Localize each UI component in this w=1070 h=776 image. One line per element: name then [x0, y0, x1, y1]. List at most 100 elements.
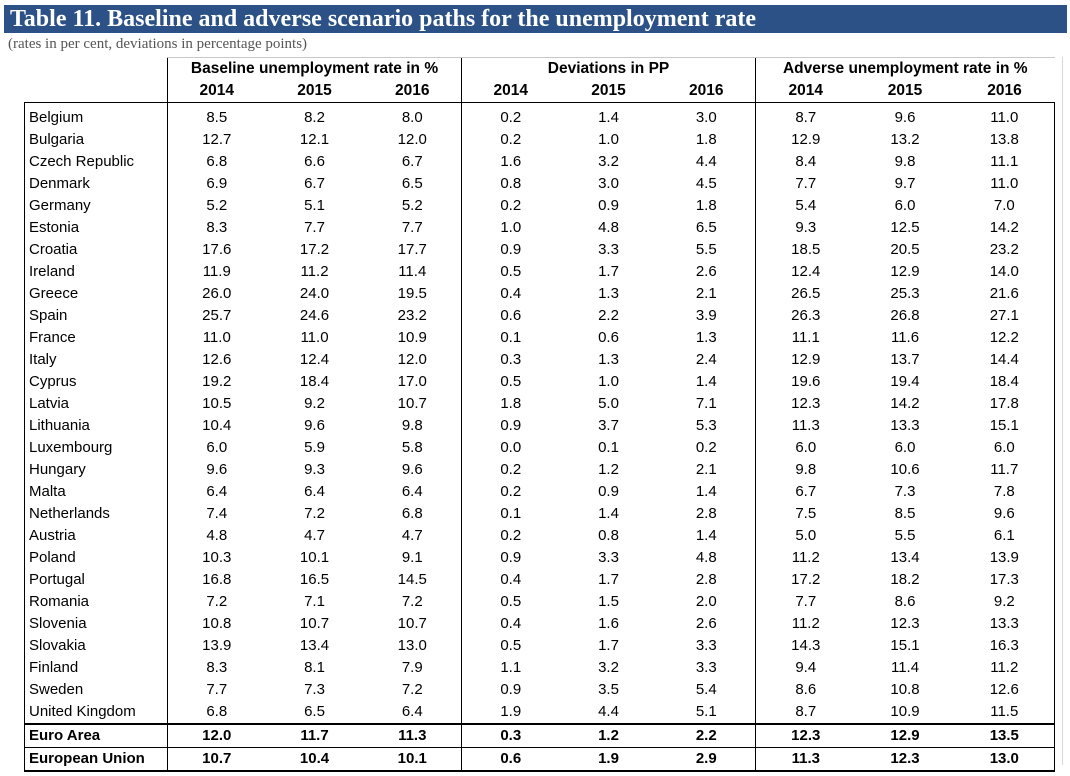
group-header-row: Baseline unemployment rate in % Deviatio… [25, 57, 1055, 80]
value-cell: 2.6 [695, 263, 717, 280]
year-header: 2014 [461, 80, 560, 103]
value-cell: 12.6 [167, 349, 266, 371]
value-cell: 0.9 [461, 547, 560, 569]
value-cell: 26.5 [755, 283, 856, 305]
value-cell: 8.0 [401, 109, 423, 126]
table-row: Malta 6.4 6.4 6.4 0.2 0.9 1.4 6.7 7.3 7.8 [24, 481, 1056, 503]
value-cell: 12.0 [397, 351, 427, 368]
table-right-gridline [1062, 57, 1063, 765]
value-cell: 7.8 [954, 481, 1056, 503]
value-cell: 6.0 [167, 437, 266, 459]
value-cell: 0.1 [598, 439, 619, 456]
value-cell: 6.7 [755, 481, 856, 503]
value-cell: 18.4 [954, 371, 1056, 393]
value-cell: 7.0 [954, 195, 1056, 217]
value-cell: 11.0 [167, 327, 266, 349]
value-cell: 0.6 [461, 747, 560, 772]
value-cell: 6.4 [401, 483, 423, 500]
value-cell: 19.5 [397, 285, 427, 302]
value-cell: 0.2 [461, 129, 560, 151]
value-cell: 17.2 [755, 569, 856, 591]
value-cell: 0.4 [461, 283, 560, 305]
value-cell: 8.4 [755, 151, 856, 173]
value-cell: 6.8 [167, 151, 266, 173]
year-header: 2014 [755, 80, 856, 103]
value-cell: 11.1 [755, 327, 856, 349]
value-cell: 11.0 [300, 329, 329, 346]
value-cell: 0.2 [461, 102, 560, 129]
value-cell: 4.4 [598, 703, 619, 720]
group-header-deviations: Deviations in PP [461, 57, 756, 80]
value-cell: 0.5 [461, 591, 560, 613]
value-cell: 7.7 [755, 591, 856, 613]
value-cell: 17.3 [954, 569, 1056, 591]
value-cell: 7.7 [755, 173, 856, 195]
value-cell: 5.3 [695, 417, 717, 434]
value-cell: 0.8 [598, 527, 619, 544]
table-row: France 11.0 11.0 10.9 0.1 0.6 1.3 11.1 11.6 12.2 [24, 327, 1056, 349]
value-cell: 6.7 [304, 175, 325, 192]
value-cell: 9.6 [401, 461, 423, 478]
value-cell: 8.2 [304, 109, 325, 126]
value-cell: 8.3 [167, 217, 266, 239]
value-cell: 12.1 [299, 131, 330, 148]
value-cell: 13.9 [167, 635, 266, 657]
value-cell: 11.3 [363, 723, 462, 748]
value-cell: 2.1 [695, 461, 717, 478]
value-cell: 14.3 [755, 635, 856, 657]
value-cell: 1.0 [598, 131, 619, 148]
value-cell: 12.7 [167, 129, 266, 151]
value-cell: 11.3 [755, 415, 856, 437]
value-cell: 1.4 [598, 505, 619, 522]
value-cell: 4.8 [695, 549, 717, 566]
value-cell: 12.0 [397, 131, 427, 148]
value-cell: 1.4 [695, 527, 717, 544]
value-cell: 9.8 [755, 459, 856, 481]
value-cell: 4.8 [598, 219, 619, 236]
value-cell: 0.5 [461, 261, 560, 283]
value-cell: 13.3 [890, 417, 920, 434]
value-cell: 6.5 [401, 175, 423, 192]
value-cell: 11.2 [755, 547, 856, 569]
table-row: Austria 4.8 4.7 4.7 0.2 0.8 1.4 5.0 5.5 6.1 [24, 525, 1056, 547]
value-cell: 0.4 [461, 569, 560, 591]
value-cell: 0.3 [461, 349, 560, 371]
value-cell: 6.0 [954, 437, 1056, 459]
value-cell: 10.7 [397, 615, 427, 632]
country-name: Poland [24, 547, 168, 569]
value-cell: 19.2 [167, 371, 266, 393]
table-row: Belgium 8.5 8.2 8.0 0.2 1.4 3.0 8.7 9.6 11.0 [24, 102, 1056, 129]
value-cell: 14.2 [890, 395, 920, 412]
value-cell: 9.6 [894, 109, 916, 126]
value-cell: 17.7 [397, 241, 427, 258]
value-cell: 5.4 [755, 195, 856, 217]
value-cell: 5.0 [755, 525, 856, 547]
country-name: Belgium [24, 102, 168, 129]
value-cell: 10.7 [299, 615, 330, 632]
value-cell: 3.9 [695, 307, 717, 324]
value-cell: 18.4 [299, 373, 330, 390]
value-cell: 0.0 [461, 437, 560, 459]
table-subtitle: (rates in per cent, deviations in percen… [8, 36, 308, 52]
value-cell: 12.4 [755, 261, 856, 283]
value-cell: 26.3 [755, 305, 856, 327]
value-cell: 10.5 [167, 393, 266, 415]
value-cell: 3.3 [695, 659, 717, 676]
country-name: Spain [24, 305, 168, 327]
value-cell: 1.3 [695, 329, 717, 346]
country-name: Luxembourg [24, 437, 168, 459]
value-cell: 3.2 [598, 153, 619, 170]
corner-cell-year [24, 80, 168, 103]
value-cell: 0.5 [461, 371, 560, 393]
year-header-row: 2014 2015 2016 2014 2015 2016 2014 2015 … [24, 80, 1055, 103]
value-cell: 13.0 [954, 747, 1056, 772]
value-cell: 1.9 [461, 701, 560, 724]
value-cell: 16.8 [167, 569, 266, 591]
value-cell: 0.1 [461, 327, 560, 349]
country-name: Italy [24, 349, 168, 371]
value-cell: 0.9 [461, 679, 560, 701]
value-cell: 6.0 [894, 197, 916, 214]
value-cell: 12.3 [855, 747, 955, 772]
value-cell: 8.6 [894, 593, 916, 610]
value-cell: 27.1 [954, 305, 1056, 327]
